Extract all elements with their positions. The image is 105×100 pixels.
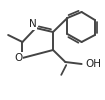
Text: N: N xyxy=(29,19,37,29)
Text: O: O xyxy=(14,53,22,63)
Text: OH: OH xyxy=(86,59,102,69)
